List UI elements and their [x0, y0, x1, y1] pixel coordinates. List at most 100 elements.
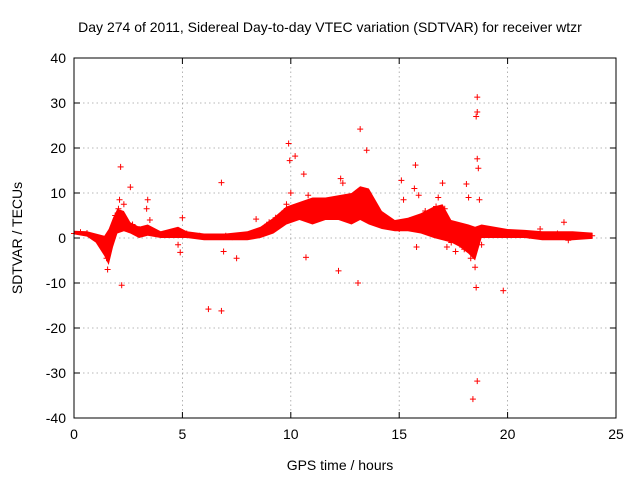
data-point: [266, 219, 273, 226]
data-point: [400, 196, 407, 203]
y-tick-label: -30: [46, 365, 66, 381]
data-point: [537, 226, 544, 232]
data-point: [569, 232, 576, 239]
data-point: [302, 254, 309, 261]
data-point: [309, 199, 316, 205]
data-point: [433, 203, 440, 210]
data-point: [504, 230, 511, 237]
data-point: [179, 214, 186, 221]
data-point: [175, 241, 182, 248]
data-point: [461, 246, 468, 253]
axis-ticks: 0 5 10 15 20 25 -40 -30 -20 -10 0 10 20 30 40: [46, 50, 624, 442]
x-tick-label: 20: [500, 426, 516, 442]
data-point: [335, 267, 342, 274]
data-point: [205, 306, 212, 313]
data-point: [101, 241, 108, 248]
data-point: [474, 109, 481, 115]
data-point: [292, 153, 299, 160]
data-point: [112, 212, 119, 219]
data-point: [456, 241, 463, 248]
data-point: [136, 226, 143, 232]
data-point: [348, 194, 355, 201]
data-point: [473, 284, 480, 291]
data-point: [411, 185, 418, 192]
data-point: [526, 232, 533, 239]
data-point: [118, 282, 125, 289]
data-point: [547, 233, 554, 240]
data-point: [476, 196, 483, 203]
data-point: [396, 226, 403, 232]
x-tick-label: 10: [283, 426, 299, 442]
data-point: [589, 232, 596, 239]
y-tick-label: -20: [46, 320, 66, 336]
data-point: [448, 239, 455, 246]
data-point: [305, 192, 312, 199]
data-point: [385, 221, 392, 228]
data-point: [474, 378, 481, 385]
data-point: [143, 205, 150, 212]
data-point: [168, 230, 175, 237]
data-point: [331, 203, 338, 210]
data-point: [107, 230, 114, 237]
data-point: [172, 228, 179, 235]
data-point: [439, 180, 446, 187]
data-point: [472, 264, 479, 271]
data-point: [352, 203, 359, 210]
data-point: [422, 208, 429, 214]
grid-lines: [74, 58, 616, 418]
data-point: [285, 140, 292, 147]
data-point: [337, 175, 344, 182]
data-point: [412, 162, 419, 169]
data-point: [363, 147, 370, 154]
y-tick-label: 20: [50, 140, 66, 156]
data-point: [413, 244, 420, 250]
y-tick-label: 0: [58, 230, 66, 246]
data-point: [177, 249, 184, 256]
y-tick-label: -10: [46, 275, 66, 291]
y-tick-label: 30: [50, 95, 66, 111]
data-point: [286, 157, 293, 164]
data-point: [233, 255, 240, 262]
data-point: [300, 171, 307, 178]
data-point: [320, 201, 327, 208]
data-point: [500, 287, 507, 294]
data-points: [71, 94, 596, 403]
y-axis-label: SDTVAR / TECUs: [9, 182, 25, 294]
data-point: [467, 255, 474, 262]
data-point: [146, 217, 153, 223]
data-point: [452, 248, 459, 255]
data-point: [240, 232, 247, 239]
dense-data-band: [74, 186, 593, 265]
data-point: [84, 230, 91, 237]
y-tick-label: -40: [46, 410, 66, 426]
data-point: [515, 231, 522, 238]
data-point: [324, 205, 331, 212]
data-point: [560, 219, 567, 226]
data-point: [261, 223, 268, 230]
data-point: [120, 201, 127, 208]
data-point: [474, 94, 481, 101]
data-point: [157, 231, 164, 238]
data-point: [469, 396, 476, 403]
data-point: [465, 194, 472, 201]
data-point: [359, 187, 366, 194]
data-point: [313, 203, 320, 210]
data-point: [482, 229, 489, 236]
data-point: [144, 196, 151, 203]
data-point: [104, 266, 111, 273]
data-point: [398, 177, 405, 184]
data-point: [473, 113, 480, 120]
x-tick-label: 25: [608, 426, 624, 442]
data-point: [478, 241, 485, 248]
data-point: [103, 255, 110, 262]
x-tick-label: 15: [391, 426, 407, 442]
data-point: [220, 248, 227, 255]
data-point: [357, 126, 364, 133]
data-point: [276, 212, 283, 219]
data-point: [149, 228, 156, 235]
data-point: [281, 208, 288, 214]
data-point: [580, 232, 587, 239]
data-point: [196, 232, 203, 239]
chart-title: Day 274 of 2011, Sidereal Day-to-day VTE…: [78, 19, 582, 35]
